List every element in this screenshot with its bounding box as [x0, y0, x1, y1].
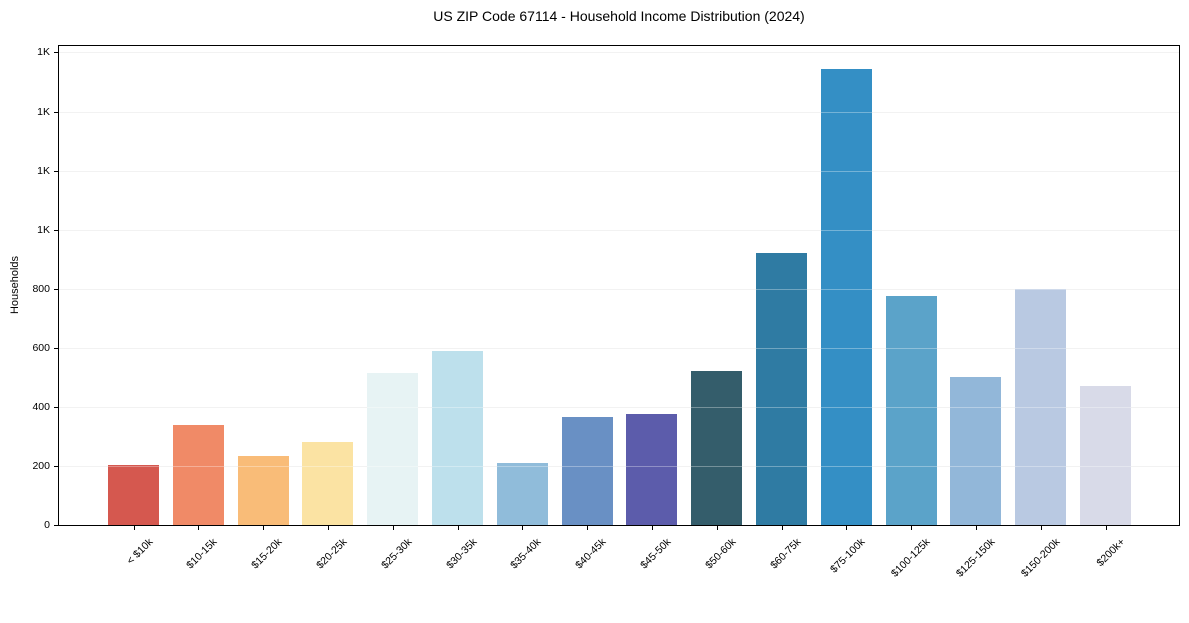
bar [496, 463, 548, 525]
y-tick-label: 400 [32, 401, 50, 413]
y-tick-label: 600 [32, 342, 50, 354]
gridline [59, 230, 1179, 231]
gridline [59, 289, 1179, 290]
y-tick-label: 1K [37, 224, 50, 236]
x-tick-mark [1106, 526, 1107, 530]
gridline-overlay [59, 230, 1179, 231]
gridline-overlay [59, 466, 1179, 467]
y-tick-mark [54, 466, 58, 467]
gridline-overlay [59, 112, 1179, 113]
x-tick-mark [458, 526, 459, 530]
gridline-overlay [59, 289, 1179, 290]
bar [367, 372, 419, 525]
gridline [59, 52, 1179, 53]
gridline [59, 171, 1179, 172]
y-tick-label: 1K [37, 165, 50, 177]
x-tick-mark [587, 526, 588, 530]
bar [237, 455, 289, 525]
bar [820, 68, 872, 525]
bar [691, 371, 743, 525]
bar [302, 442, 354, 525]
gridline-overlay [59, 348, 1179, 349]
y-tick-mark [54, 171, 58, 172]
y-tick-mark [54, 289, 58, 290]
chart-figure: US ZIP Code 67114 - Household Income Dis… [9, 8, 1180, 580]
x-tick-mark [522, 526, 523, 530]
bar [108, 464, 159, 525]
x-tick-mark [328, 526, 329, 530]
gridline-overlay [59, 52, 1179, 53]
bar [1080, 386, 1131, 525]
bar [432, 350, 483, 525]
bar [885, 296, 937, 525]
y-tick-label: 1K [37, 106, 50, 118]
x-tick-mark [263, 526, 264, 530]
y-tick-label: 800 [32, 283, 50, 295]
x-tick-mark [393, 526, 394, 530]
bar [561, 417, 613, 525]
gridline [59, 112, 1179, 113]
y-tick-mark [54, 112, 58, 113]
y-tick-mark [54, 230, 58, 231]
x-tick-mark [717, 526, 718, 530]
bar [756, 253, 807, 525]
y-tick-mark [54, 348, 58, 349]
x-tick-mark [652, 526, 653, 530]
bar [172, 424, 224, 525]
bar [626, 414, 678, 525]
gridline [59, 466, 1179, 467]
x-tick-mark [198, 526, 199, 530]
plot-area [58, 45, 1180, 526]
y-tick-mark [54, 525, 58, 526]
gridline-overlay [59, 407, 1179, 408]
y-tick-label: 0 [44, 519, 50, 531]
x-tick-mark [134, 526, 135, 530]
x-tick-mark [1041, 526, 1042, 530]
x-tick-mark [911, 526, 912, 530]
chart-title: US ZIP Code 67114 - Household Income Dis… [433, 8, 805, 24]
y-tick-label: 1K [37, 46, 50, 58]
y-tick-label: 200 [32, 460, 50, 472]
x-tick-mark [846, 526, 847, 530]
x-tick-mark [976, 526, 977, 530]
plot-inner [59, 46, 1179, 525]
gridline-overlay [59, 171, 1179, 172]
y-tick-mark [54, 52, 58, 53]
bar [950, 377, 1002, 525]
gridline [59, 348, 1179, 349]
bar [1015, 288, 1067, 525]
x-tick-mark [782, 526, 783, 530]
gridline [59, 407, 1179, 408]
y-tick-mark [54, 407, 58, 408]
